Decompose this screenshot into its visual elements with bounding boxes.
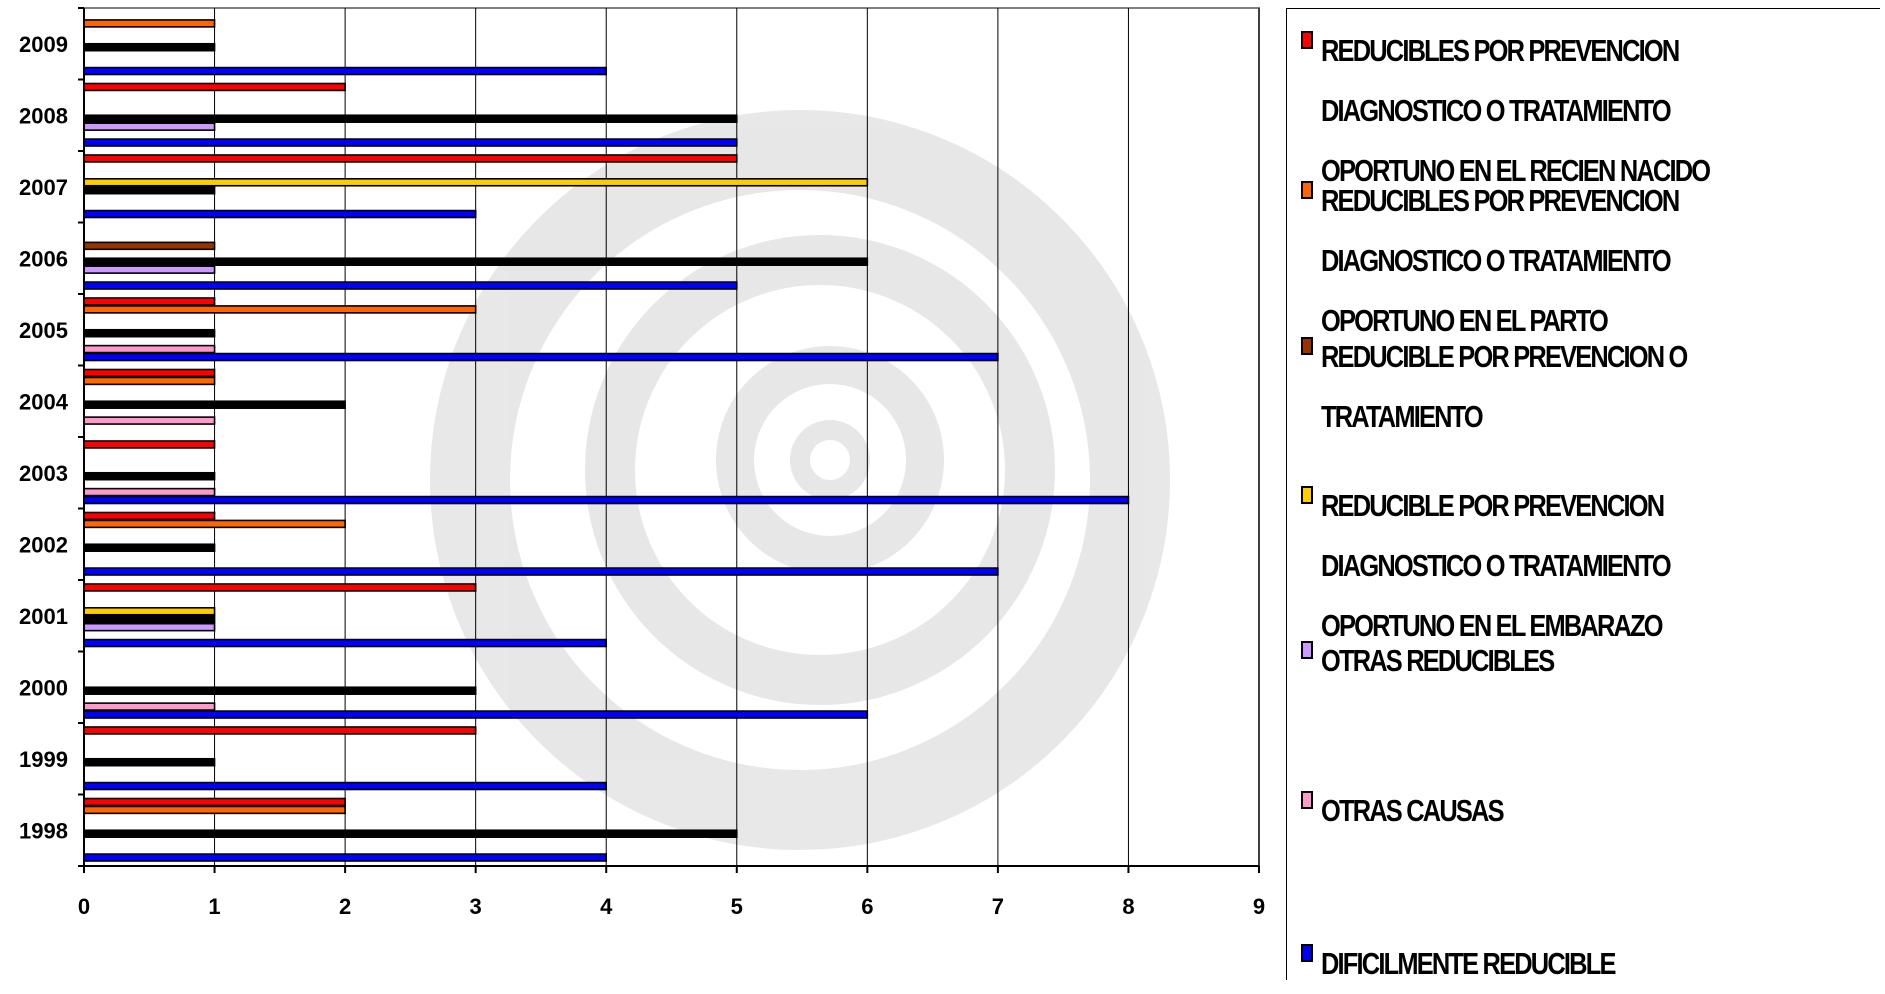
bar-2006-3 bbox=[83, 257, 869, 266]
legend-label: DIFICILMENTE REDUCIBLE bbox=[1321, 946, 1616, 981]
legend-item-otras-causas: OTRAS CAUSAS bbox=[1301, 781, 1876, 841]
y-label-2000: 2000 bbox=[19, 675, 68, 700]
bar-1998-3 bbox=[83, 829, 738, 838]
bar-2003-3 bbox=[83, 471, 216, 481]
legend-swatch bbox=[1301, 486, 1313, 504]
axes bbox=[78, 7, 1260, 873]
x-axis-labels: 0 1 2 3 4 5 6 7 8 9 bbox=[78, 894, 1265, 919]
legend-label: REDUCIBLES POR PREVENCION DIAGNOSTICO O … bbox=[1321, 33, 1711, 188]
bar-2001-3 bbox=[83, 614, 216, 624]
y-label-2004: 2004 bbox=[19, 389, 69, 414]
bar-2007-0 bbox=[83, 209, 477, 219]
legend-item-prevencion-tratamiento: REDUCIBLE POR PREVENCION O TRATAMIENTO bbox=[1301, 327, 1876, 447]
bar-2002-3 bbox=[83, 543, 216, 552]
bar-2005-6 bbox=[83, 305, 477, 314]
bar-2001-2 bbox=[83, 622, 216, 632]
x-label-1: 1 bbox=[208, 894, 220, 919]
legend-label: OTRAS CAUSAS bbox=[1321, 793, 1505, 828]
bar-2008-0 bbox=[83, 138, 738, 147]
bar-2007-4 bbox=[83, 178, 869, 187]
bar-2000-1 bbox=[83, 702, 216, 711]
y-label-1999: 1999 bbox=[19, 747, 68, 772]
y-label-2001: 2001 bbox=[19, 604, 68, 629]
gridlines bbox=[214, 8, 1260, 866]
legend-item-parto: REDUCIBLES POR PREVENCION DIAGNOSTICO O … bbox=[1301, 171, 1876, 351]
bar-2009-0 bbox=[83, 66, 608, 76]
bar-2005-7 bbox=[83, 297, 216, 306]
bar-2007-3 bbox=[83, 185, 216, 195]
bar-1999-3 bbox=[83, 757, 216, 767]
x-label-6: 6 bbox=[861, 894, 873, 919]
bar-2008-2 bbox=[83, 122, 216, 131]
legend-item-embarazo: REDUCIBLE POR PREVENCION DIAGNOSTICO O T… bbox=[1301, 476, 1876, 656]
bar-2004-1 bbox=[83, 416, 216, 425]
y-label-2005: 2005 bbox=[19, 318, 68, 343]
legend-item-recien-nacido: REDUCIBLES POR PREVENCION DIAGNOSTICO O … bbox=[1301, 21, 1876, 201]
y-axis-labels: 1998 1999 2000 2001 2002 2003 2004 2005 2006 2007… bbox=[19, 32, 69, 844]
bar-1998-7 bbox=[83, 797, 346, 807]
y-label-2007: 2007 bbox=[19, 175, 68, 200]
x-label-8: 8 bbox=[1122, 894, 1134, 919]
bar-2001-7 bbox=[83, 583, 477, 592]
legend-label: REDUCIBLE POR PREVENCION O TRATAMIENTO bbox=[1321, 339, 1688, 434]
legend-swatch bbox=[1301, 31, 1313, 49]
bar-1999-0 bbox=[83, 781, 608, 791]
x-label-5: 5 bbox=[731, 894, 743, 919]
y-label-2006: 2006 bbox=[19, 246, 68, 271]
legend-swatch bbox=[1301, 337, 1313, 355]
y-label-2009: 2009 bbox=[19, 32, 68, 57]
bar-2006-5 bbox=[83, 241, 216, 251]
bar-2000-0 bbox=[83, 710, 869, 719]
bar-2005-0 bbox=[83, 352, 999, 362]
bar-2007-7 bbox=[83, 154, 738, 163]
bar-2002-6 bbox=[83, 519, 346, 529]
x-label-7: 7 bbox=[992, 894, 1004, 919]
legend-swatch bbox=[1301, 181, 1313, 199]
bar-2003-7 bbox=[83, 440, 216, 449]
bar-2005-3 bbox=[83, 328, 216, 338]
legend-swatch bbox=[1301, 791, 1313, 809]
bar-2004-3 bbox=[83, 400, 346, 409]
bar-2001-4 bbox=[83, 607, 216, 616]
bar-2009-6 bbox=[83, 19, 216, 28]
x-label-2: 2 bbox=[339, 894, 351, 919]
bar-2005-1 bbox=[83, 344, 216, 354]
x-label-9: 9 bbox=[1253, 894, 1265, 919]
bar-2000-3 bbox=[83, 686, 477, 695]
bar-2003-0 bbox=[83, 495, 1130, 505]
bar-2002-7 bbox=[83, 511, 216, 521]
x-label-4: 4 bbox=[600, 894, 613, 919]
bar-2008-3 bbox=[83, 114, 738, 123]
bar-2008-7 bbox=[83, 82, 346, 92]
bar-2002-0 bbox=[83, 567, 999, 576]
bar-1998-0 bbox=[83, 853, 608, 862]
bar-1998-6 bbox=[83, 805, 346, 815]
legend-item-dificilmente-reducible: DIFICILMENTE REDUCIBLE bbox=[1301, 934, 1876, 994]
bar-2001-0 bbox=[83, 638, 608, 648]
legend: REDUCIBLES POR PREVENCION DIAGNOSTICO O … bbox=[1286, 8, 1880, 981]
bar-2009-3 bbox=[83, 42, 216, 52]
y-label-2002: 2002 bbox=[19, 532, 68, 557]
legend-item-otras-reducibles: OTRAS REDUCIBLES bbox=[1301, 631, 1876, 691]
x-label-3: 3 bbox=[470, 894, 482, 919]
legend-label: OTRAS REDUCIBLES bbox=[1321, 643, 1555, 678]
bar-2004-7 bbox=[83, 368, 216, 378]
legend-swatch bbox=[1301, 944, 1313, 962]
y-label-1998: 1998 bbox=[19, 818, 68, 843]
bar-2004-6 bbox=[83, 376, 216, 386]
bar-1999-7 bbox=[83, 726, 477, 735]
legend-label: REDUCIBLES POR PREVENCION DIAGNOSTICO O … bbox=[1321, 183, 1680, 338]
y-label-2008: 2008 bbox=[19, 103, 68, 128]
bar-2006-2 bbox=[83, 265, 216, 274]
legend-label: REDUCIBLE POR PREVENCION DIAGNOSTICO O T… bbox=[1321, 488, 1672, 643]
x-label-0: 0 bbox=[78, 894, 90, 919]
y-label-2003: 2003 bbox=[19, 461, 68, 486]
bar-2003-1 bbox=[83, 487, 216, 497]
bar-2006-0 bbox=[83, 281, 738, 290]
legend-swatch bbox=[1301, 641, 1313, 659]
